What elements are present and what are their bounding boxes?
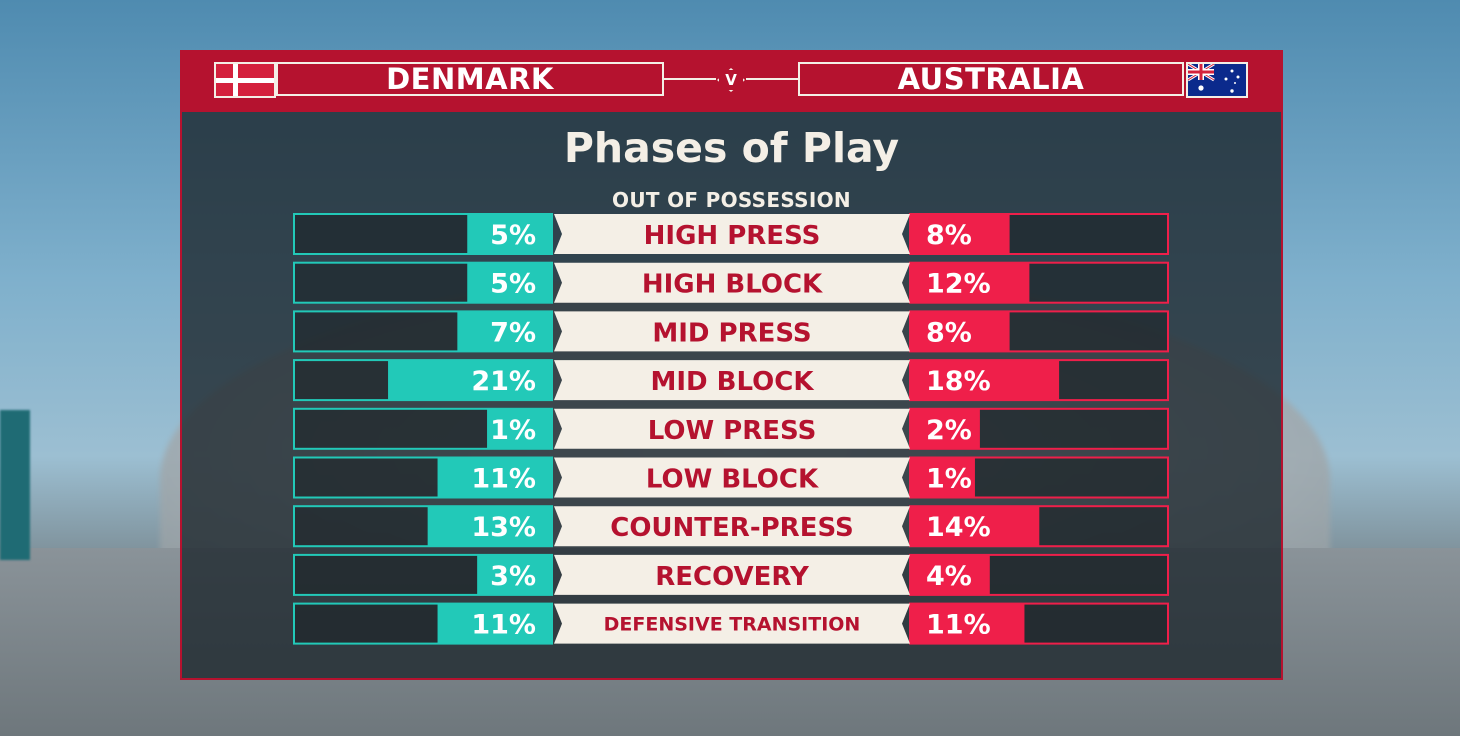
home-bar [437,603,552,644]
category-label: HIGH PRESS [644,221,821,251]
category-label: DEFENSIVE TRANSITION [604,614,861,636]
category-ribbon [554,214,910,254]
home-value-label: 13% [471,512,536,543]
away-bar [910,408,980,449]
category-ribbon [554,311,910,352]
home-bar [437,457,552,498]
home-value-label: 1% [490,415,536,446]
category-ribbon [554,603,910,644]
home-value-label: 21% [471,366,536,397]
denmark-flag-icon [214,62,276,98]
away-bar [910,554,990,595]
category-label: COUNTER-PRESS [610,513,853,543]
home-value-label: 5% [490,269,536,300]
category-ribbon [554,506,910,547]
home-bar [467,262,552,303]
home-bar [477,554,552,595]
away-bar [910,262,1030,303]
header-connector-right [746,78,798,80]
away-value-label: 18% [926,366,991,397]
away-bar [910,311,1010,352]
category-label: HIGH BLOCK [642,270,823,300]
home-bar [427,506,552,547]
category-ribbon [554,457,910,498]
category-label: RECOVERY [655,562,810,592]
australia-flag-icon [1186,62,1248,98]
category-ribbon [554,360,910,401]
home-bar [467,214,552,254]
away-value-label: 14% [926,512,991,543]
away-bar [910,457,975,498]
away-bar [910,360,1060,401]
away-bar [910,214,1010,254]
home-value-label: 3% [490,561,536,592]
away-value-label: 8% [926,220,972,251]
home-value-label: 11% [471,464,536,495]
away-bar [910,603,1025,644]
header-connector-left [664,78,716,80]
category-label: MID BLOCK [651,367,815,397]
away-value-label: 1% [926,464,972,495]
home-bar [487,408,552,449]
home-value-label: 7% [490,317,536,348]
category-label: LOW PRESS [648,416,817,446]
home-value-label: 5% [490,220,536,251]
background-sign [0,410,30,560]
home-bar [457,311,552,352]
category-ribbon [554,408,910,449]
category-ribbon [554,554,910,595]
away-value-label: 2% [926,415,972,446]
category-label: MID PRESS [652,318,811,348]
home-team-name: DENMARK [276,62,664,96]
away-bar [910,506,1040,547]
away-value-label: 11% [926,610,991,641]
chart-title: Phases of Play [563,124,900,172]
away-team-name: AUSTRALIA [798,62,1184,96]
category-ribbon [554,262,910,303]
away-value-label: 4% [926,561,972,592]
away-value-label: 8% [926,317,972,348]
match-header: DENMARK V AUSTRALIA [180,50,1283,112]
home-value-label: 11% [471,610,536,641]
home-bar [388,360,552,401]
chart-subtitle: OUT OF POSSESSION [612,188,851,212]
category-label: LOW BLOCK [646,465,819,495]
away-value-label: 12% [926,269,991,300]
